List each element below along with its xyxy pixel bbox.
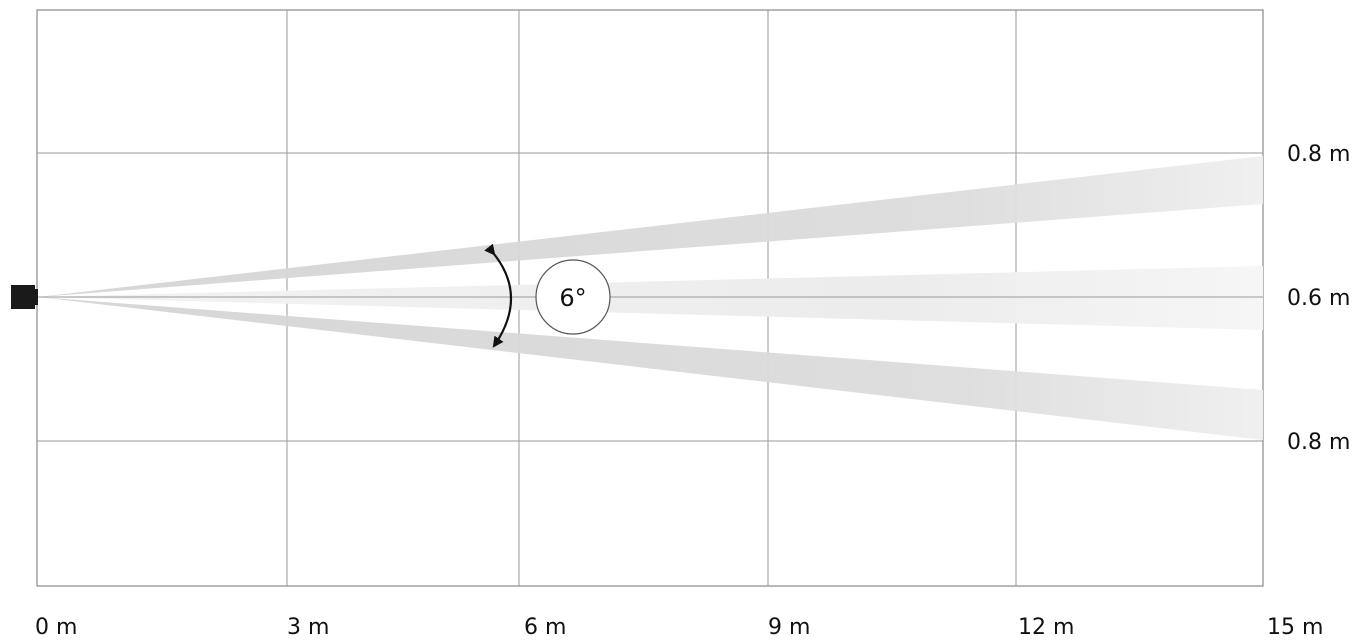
distance-axis-labels: 0 m 3 m 6 m 9 m 12 m 15 m xyxy=(35,615,1323,640)
detection-beams xyxy=(38,156,1263,440)
sensor-square-icon xyxy=(11,285,38,309)
distance-label-9m: 9 m xyxy=(768,615,810,640)
beam-center xyxy=(38,266,1263,330)
angle-label: 6° xyxy=(559,284,586,312)
height-label-top: 0.8 m xyxy=(1287,142,1350,167)
angle-badge: 6° xyxy=(535,259,611,335)
right-height-labels: 0.8 m 0.6 m 0.8 m xyxy=(1287,142,1350,455)
beam-upper xyxy=(38,156,1263,297)
distance-label-3m: 3 m xyxy=(287,615,329,640)
double-curved-arrow-icon xyxy=(484,243,512,348)
distance-label-0m: 0 m xyxy=(35,615,77,640)
distance-label-12m: 12 m xyxy=(1018,615,1074,640)
beam-lower xyxy=(38,297,1263,440)
distance-label-15m: 15 m xyxy=(1267,615,1323,640)
distance-label-6m: 6 m xyxy=(524,615,566,640)
height-label-bottom: 0.8 m xyxy=(1287,430,1350,455)
height-label-mid: 0.6 m xyxy=(1287,286,1350,311)
